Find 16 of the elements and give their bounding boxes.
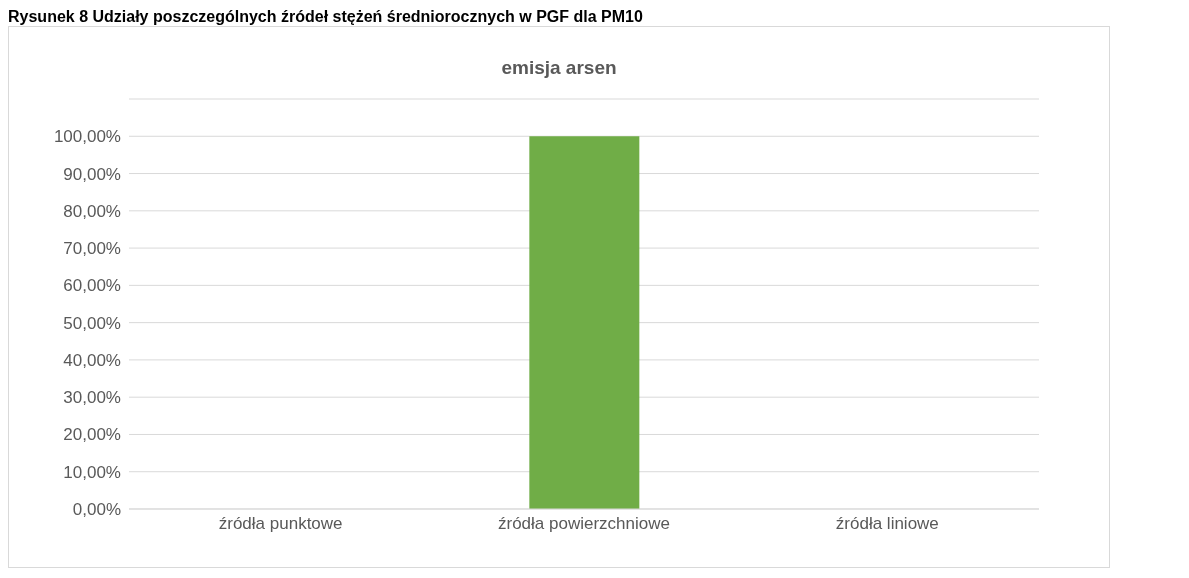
x-tick-label: źródła liniowe	[835, 514, 939, 534]
x-tick-label: źródła punktowe	[218, 514, 343, 534]
y-tick-label: 60,00%	[63, 276, 121, 296]
y-tick-label: 50,00%	[63, 313, 121, 333]
y-tick-label: 100,00%	[53, 127, 121, 147]
y-tick-label: 30,00%	[63, 388, 121, 408]
y-tick-label: 20,00%	[63, 425, 121, 445]
y-tick-label: 70,00%	[63, 239, 121, 259]
y-tick-label: 0,00%	[72, 500, 121, 520]
x-tick-label: źródła powierzchniowe	[498, 514, 670, 534]
y-tick-label: 80,00%	[63, 201, 121, 221]
text: Rysunek 8 Udziały poszczególnych źródeł stężeń średniorocznych w PGF dla PM10	[8, 8, 644, 26]
y-tick-label: 90,00%	[63, 164, 121, 184]
chart-title: emisja arsen	[500, 57, 618, 79]
y-tick-label: 40,00%	[63, 350, 121, 370]
y-tick-label: 10,00%	[63, 462, 121, 482]
